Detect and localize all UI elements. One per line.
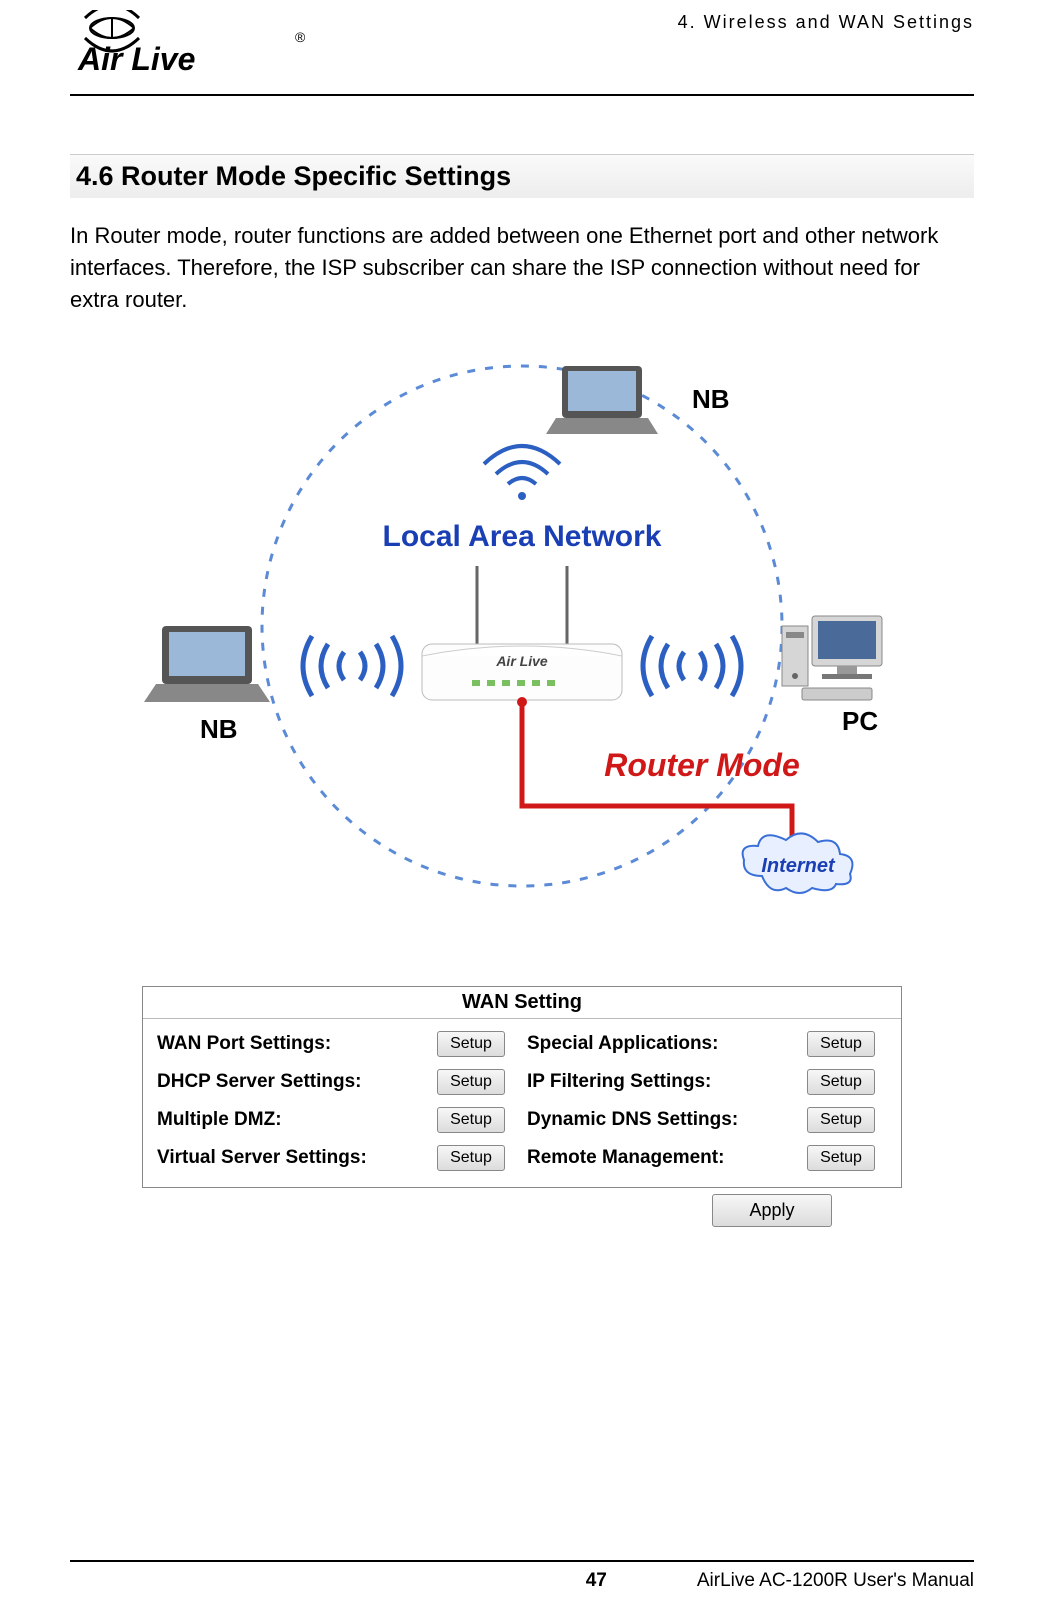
network-diagram: Local Area Network NB	[142, 346, 902, 946]
ip-filtering-setup-button[interactable]: Setup	[807, 1069, 875, 1095]
brand-logo: Air Live ®	[70, 10, 310, 80]
apply-button[interactable]: Apply	[712, 1194, 832, 1227]
section-body: In Router mode, router functions are add…	[70, 220, 974, 316]
wifi-right-icon	[643, 636, 684, 696]
wan-port-settings-label: WAN Port Settings:	[157, 1033, 427, 1055]
ip-filtering-label: IP Filtering Settings:	[527, 1071, 797, 1093]
router-mode-label: Router Mode	[604, 747, 800, 783]
laptop-top	[546, 366, 658, 434]
internet-cloud: Internet	[743, 833, 853, 893]
pc-label: PC	[842, 706, 878, 736]
nb-label-top: NB	[692, 384, 730, 414]
svg-text:®: ®	[295, 29, 306, 45]
special-apps-setup-button[interactable]: Setup	[807, 1031, 875, 1057]
dynamic-dns-setup-button[interactable]: Setup	[807, 1107, 875, 1133]
svg-text:Air Live: Air Live	[495, 653, 548, 669]
lan-label: Local Area Network	[383, 520, 662, 553]
wifi-right2-icon	[700, 636, 741, 696]
wifi-left-icon	[303, 636, 344, 696]
dhcp-server-label: DHCP Server Settings:	[157, 1071, 427, 1093]
pc-right	[782, 616, 882, 700]
router-device: Air Live	[422, 566, 622, 700]
dhcp-server-setup-button[interactable]: Setup	[437, 1069, 505, 1095]
laptop-left	[144, 626, 270, 702]
manual-title: AirLive AC-1200R User's Manual	[697, 1570, 974, 1592]
page-number: 47	[586, 1570, 607, 1592]
remote-mgmt-label: Remote Management:	[527, 1147, 797, 1169]
chapter-reference: 4. Wireless and WAN Settings	[678, 12, 974, 33]
footer-divider	[70, 1560, 974, 1562]
wan-setting-panel: WAN Setting WAN Port Settings: Setup Spe…	[142, 986, 902, 1188]
virtual-server-setup-button[interactable]: Setup	[437, 1145, 505, 1171]
wan-title: WAN Setting	[143, 987, 901, 1019]
nb-label-left: NB	[200, 714, 238, 744]
svg-text:Internet: Internet	[761, 855, 836, 877]
wifi-icon	[484, 446, 560, 500]
virtual-server-label: Virtual Server Settings:	[157, 1147, 427, 1169]
remote-mgmt-setup-button[interactable]: Setup	[807, 1145, 875, 1171]
multiple-dmz-setup-button[interactable]: Setup	[437, 1107, 505, 1133]
wifi-left2-icon	[360, 636, 401, 696]
multiple-dmz-label: Multiple DMZ:	[157, 1109, 427, 1131]
section-heading: 4.6 Router Mode Specific Settings	[70, 154, 974, 198]
dynamic-dns-label: Dynamic DNS Settings:	[527, 1109, 797, 1131]
svg-text:Air Live: Air Live	[77, 41, 195, 77]
special-apps-label: Special Applications:	[527, 1033, 797, 1055]
header-divider	[70, 94, 974, 96]
wan-port-setup-button[interactable]: Setup	[437, 1031, 505, 1057]
